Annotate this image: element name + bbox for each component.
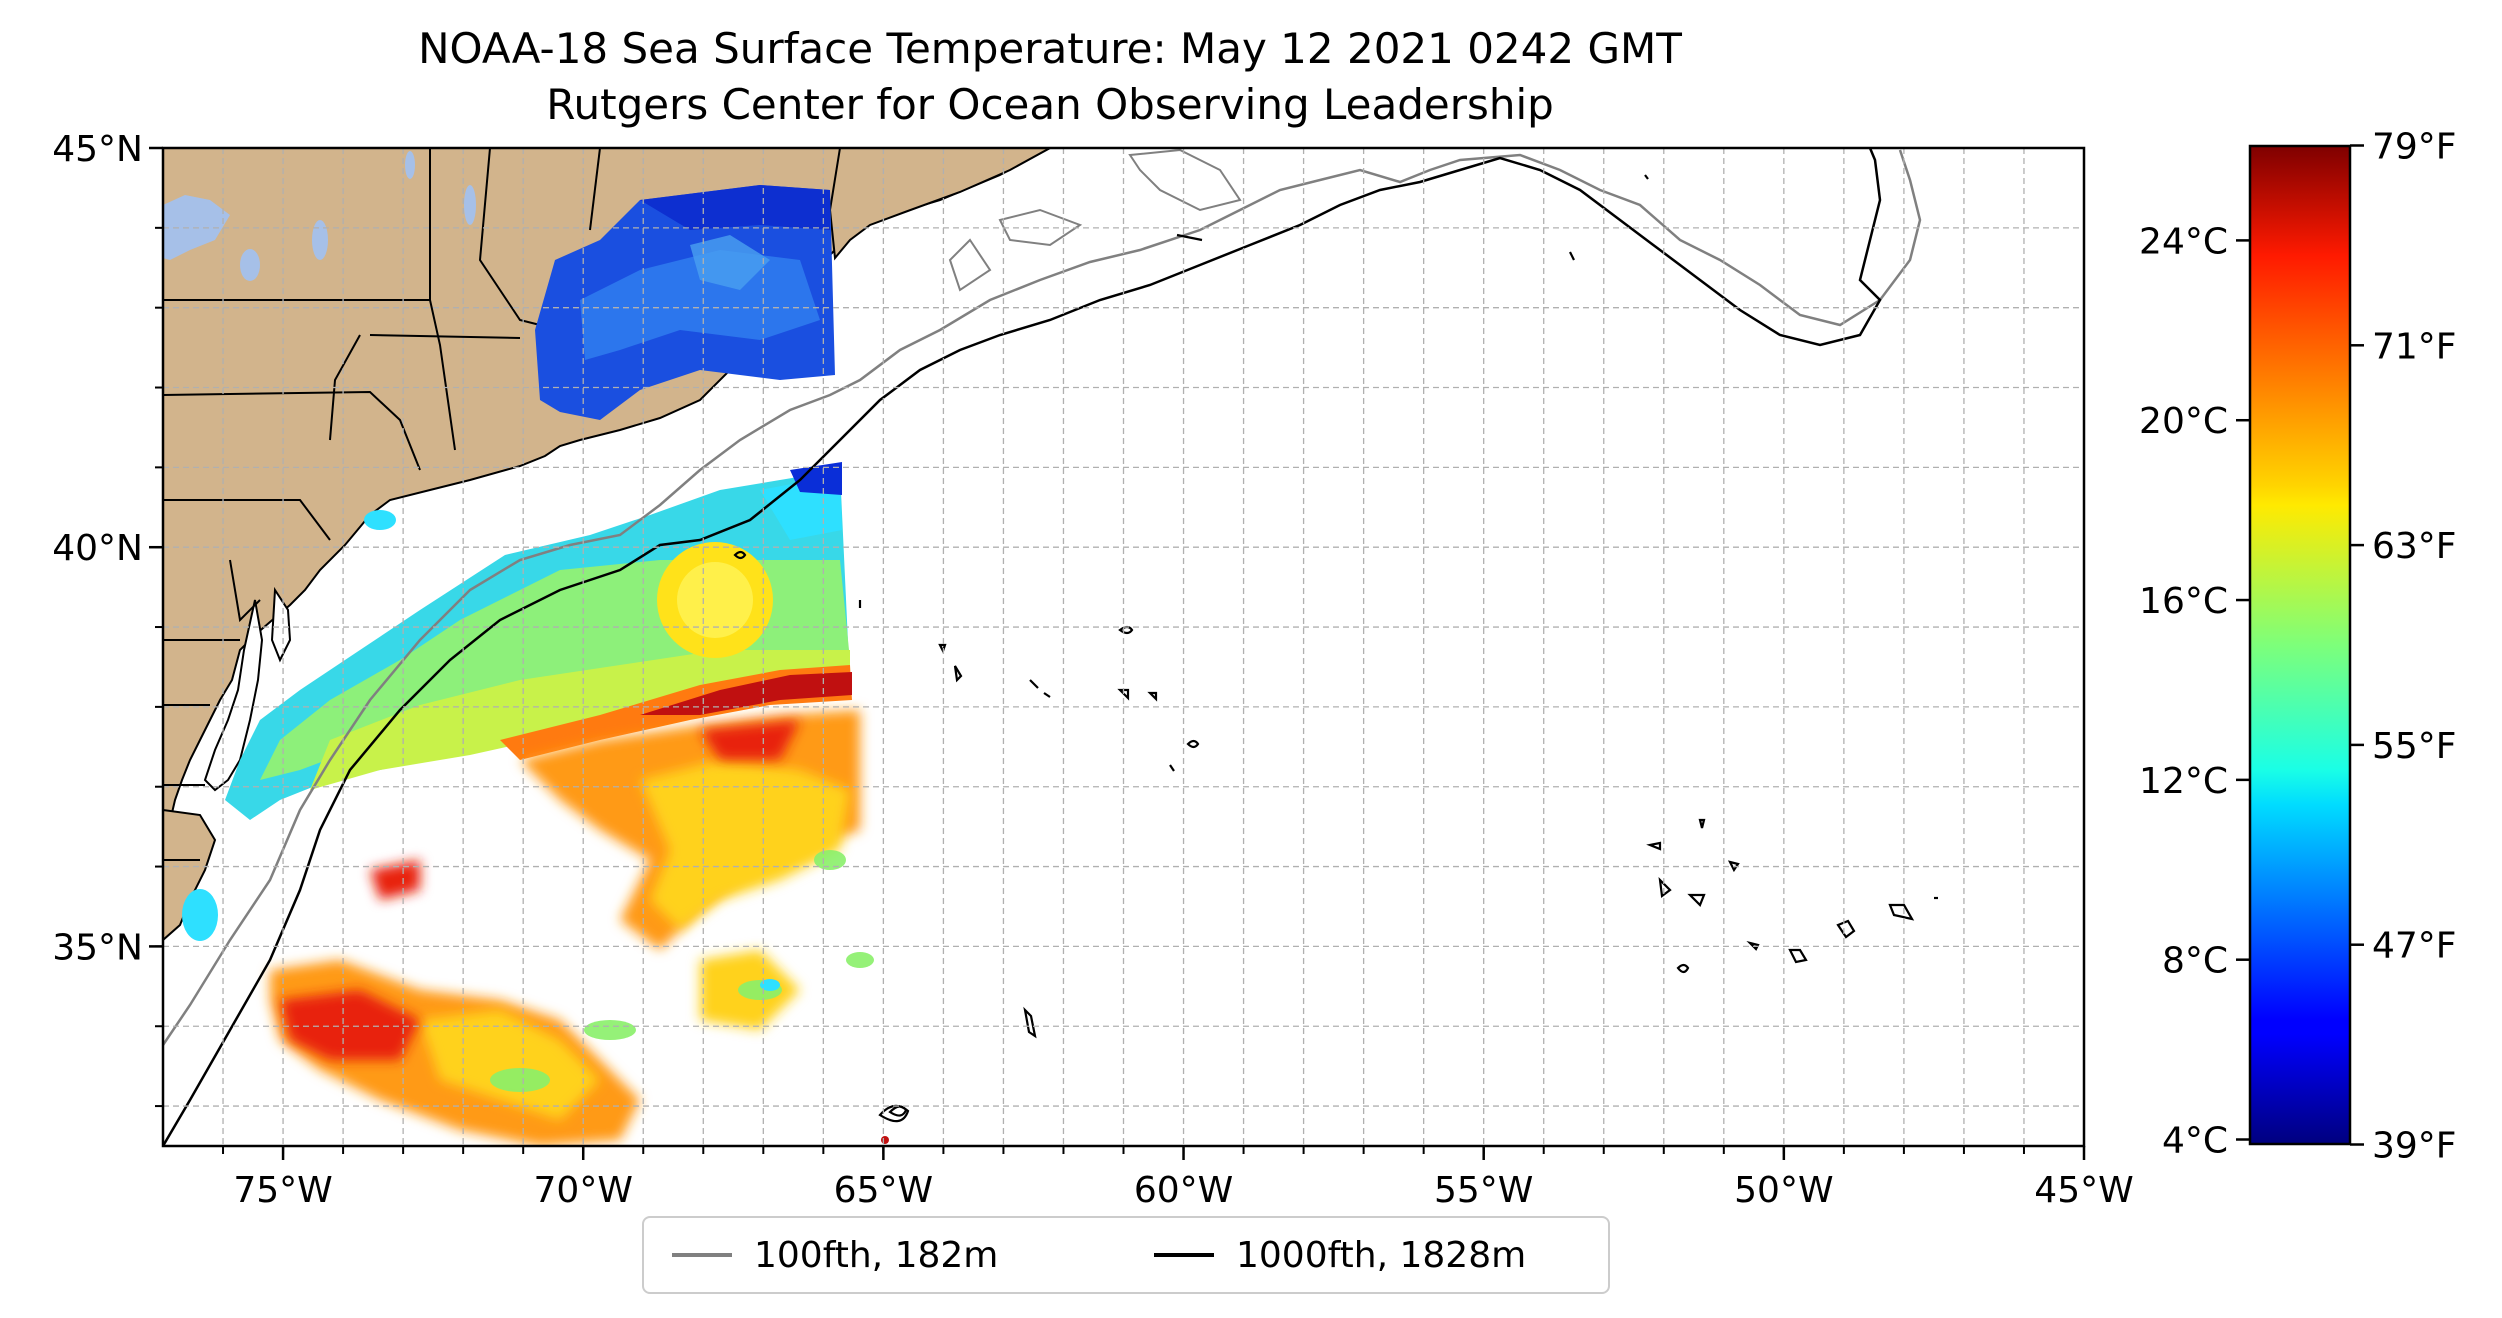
- fahrenheit-tick-label: 63°F: [2372, 526, 2457, 567]
- legend-item-100fth: 100fth, 182m: [672, 1218, 998, 1292]
- legend-swatch-1000fth: [1154, 1253, 1214, 1257]
- lat-tick-label: 35°N: [52, 927, 143, 968]
- seamounts: [733, 174, 1938, 1123]
- legend: 100fth, 182m 1000fth, 1828m: [642, 1216, 1610, 1294]
- legend-item-1000fth: 1000fth, 1828m: [1154, 1218, 1526, 1292]
- figure-subtitle: Rutgers Center for Ocean Observing Leade…: [546, 80, 1554, 129]
- latitude-axis: 35°N 40°N 45°N: [52, 129, 163, 1108]
- lon-tick-label: 70°W: [534, 1170, 633, 1211]
- colorbar-fahrenheit-axis: 39°F 47°F 55°F 63°F 71°F 79°F: [2350, 127, 2457, 1166]
- celsius-tick-label: 12°C: [2139, 761, 2228, 802]
- longitude-axis: 75°W 70°W 65°W 60°W 55°W 50°W 45°W: [222, 1146, 2134, 1211]
- celsius-tick-label: 24°C: [2139, 221, 2228, 262]
- isobath-100fth: [163, 149, 1922, 1046]
- lon-tick-label: 65°W: [834, 1170, 933, 1211]
- celsius-tick-label: 16°C: [2139, 581, 2228, 622]
- celsius-tick-label: 4°C: [2162, 1121, 2228, 1162]
- colorbar: [2248, 144, 2352, 1146]
- lat-tick-label: 40°N: [52, 528, 143, 569]
- celsius-tick-label: 8°C: [2162, 941, 2228, 982]
- isobath-1000fth: [163, 148, 1882, 1146]
- celsius-tick-label: 20°C: [2139, 401, 2228, 442]
- map-gridlines: [163, 148, 2084, 1146]
- figure-title: NOAA-18 Sea Surface Temperature: May 12 …: [418, 24, 1682, 73]
- fahrenheit-tick-label: 79°F: [2372, 127, 2457, 168]
- lon-tick-label: 50°W: [1734, 1170, 1833, 1211]
- lon-tick-label: 60°W: [1134, 1170, 1233, 1211]
- colorbar-celsius-axis: 4°C 8°C 12°C 16°C 20°C 24°C: [2139, 221, 2250, 1162]
- lat-tick-label: 45°N: [52, 129, 143, 170]
- fahrenheit-tick-label: 47°F: [2372, 926, 2457, 967]
- lon-tick-label: 45°W: [2034, 1170, 2133, 1211]
- lon-tick-label: 55°W: [1434, 1170, 1533, 1211]
- state-borders: [163, 148, 601, 861]
- fahrenheit-tick-label: 39°F: [2372, 1125, 2457, 1166]
- legend-label-100fth: 100fth, 182m: [754, 1234, 999, 1276]
- fahrenheit-tick-label: 55°F: [2372, 726, 2457, 767]
- legend-label-1000fth: 1000fth, 1828m: [1236, 1234, 1527, 1276]
- fahrenheit-tick-label: 71°F: [2372, 326, 2457, 367]
- legend-swatch-100fth: [672, 1253, 732, 1257]
- lon-tick-label: 75°W: [233, 1170, 332, 1211]
